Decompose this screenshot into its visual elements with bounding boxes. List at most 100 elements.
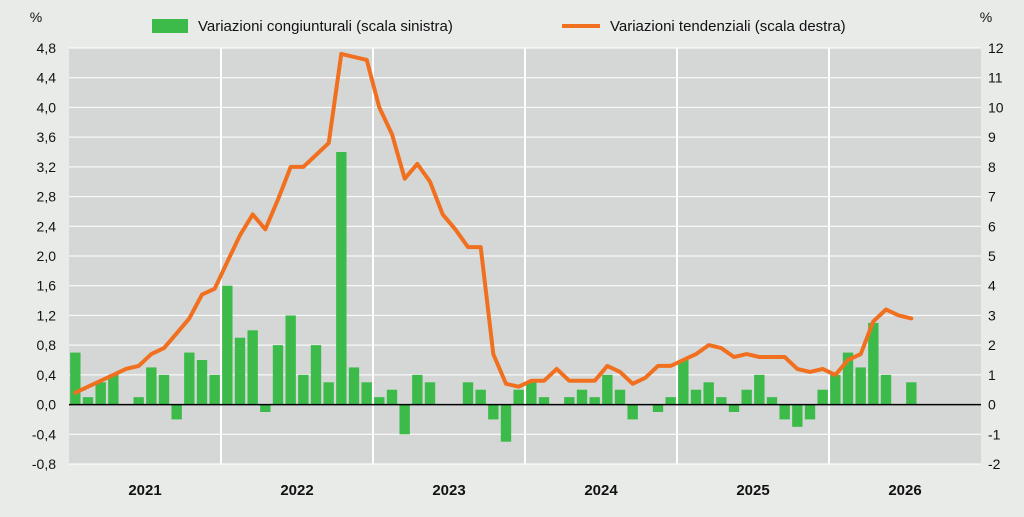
bar bbox=[272, 345, 284, 405]
left-tick-label: 2,0 bbox=[37, 248, 57, 264]
bar bbox=[538, 397, 550, 405]
bar bbox=[589, 397, 600, 405]
x-axis: 2021 2022 2023 2024 2025 2026 bbox=[128, 482, 921, 499]
right-tick-label: 8 bbox=[988, 159, 996, 175]
bar bbox=[196, 360, 208, 405]
right-tick-label: 5 bbox=[988, 248, 996, 264]
right-tick-label: 9 bbox=[988, 129, 996, 145]
left-tick-label: 2,8 bbox=[37, 189, 57, 205]
right-tick-label: 10 bbox=[988, 99, 1004, 115]
right-tick-label: 7 bbox=[988, 189, 996, 205]
bar bbox=[184, 352, 195, 405]
bar bbox=[108, 374, 119, 405]
legend-bar-label: Variazioni congiunturali (scala sinistra… bbox=[198, 18, 453, 35]
bar bbox=[842, 352, 854, 405]
bar bbox=[906, 382, 917, 405]
bar bbox=[678, 360, 689, 405]
year-label: 2025 bbox=[736, 482, 769, 499]
left-tick-label: 3,6 bbox=[37, 129, 57, 145]
bar bbox=[766, 397, 778, 405]
bar bbox=[475, 389, 486, 405]
left-axis-unit: % bbox=[30, 9, 42, 25]
left-axis: 4,8 4,4 4,0 3,6 3,2 2,8 2,4 2,0 1,6 1,2 0,8 0,4 0,0 -… bbox=[32, 40, 56, 472]
year-label: 2024 bbox=[584, 482, 618, 499]
bar bbox=[298, 374, 309, 405]
line-series bbox=[73, 51, 914, 395]
bar bbox=[652, 404, 664, 412]
bar bbox=[158, 374, 170, 405]
bar bbox=[171, 404, 182, 420]
bar bbox=[146, 367, 157, 405]
left-tick-label: 4,0 bbox=[37, 99, 57, 115]
right-tick-label: 6 bbox=[988, 218, 996, 234]
bar bbox=[310, 345, 322, 405]
bar bbox=[627, 404, 638, 420]
bar bbox=[868, 322, 879, 405]
bar-series bbox=[70, 152, 917, 442]
gridlines bbox=[69, 47, 981, 465]
left-tick-label: 0,0 bbox=[37, 397, 57, 413]
right-tick-label: 2 bbox=[988, 337, 996, 353]
year-label: 2022 bbox=[280, 482, 313, 499]
year-label: 2026 bbox=[888, 482, 921, 499]
bar bbox=[222, 285, 233, 405]
bar bbox=[792, 404, 803, 427]
legend: Variazioni congiunturali (scala sinistra… bbox=[152, 18, 846, 35]
year-label: 2023 bbox=[432, 482, 465, 499]
legend-bar-swatch bbox=[152, 19, 188, 33]
bar bbox=[488, 404, 499, 420]
left-tick-label: -0,8 bbox=[32, 456, 56, 472]
bar bbox=[285, 315, 296, 405]
left-tick-label: 1,2 bbox=[37, 307, 57, 323]
left-tick-label: 0,4 bbox=[37, 367, 57, 383]
bar bbox=[576, 389, 588, 405]
bar bbox=[412, 374, 423, 405]
bar bbox=[247, 330, 258, 405]
bar bbox=[817, 389, 828, 405]
left-tick-label: 4,4 bbox=[37, 70, 57, 86]
right-axis-unit: % bbox=[980, 9, 992, 25]
bar bbox=[855, 367, 866, 405]
bar bbox=[779, 404, 790, 420]
bar bbox=[665, 397, 676, 405]
legend-line-label: Variazioni tendenziali (scala destra) bbox=[610, 18, 846, 35]
bar bbox=[70, 352, 81, 405]
right-tick-label: 0 bbox=[988, 397, 996, 413]
left-tick-label: 3,2 bbox=[37, 159, 57, 175]
bar bbox=[602, 374, 613, 405]
bar bbox=[564, 397, 575, 405]
right-tick-label: 4 bbox=[988, 278, 996, 294]
left-tick-label: -0,4 bbox=[32, 426, 56, 442]
left-tick-label: 4,8 bbox=[37, 40, 57, 56]
left-tick-label: 2,4 bbox=[37, 218, 57, 234]
bar bbox=[526, 382, 537, 405]
bar bbox=[830, 374, 841, 405]
bar bbox=[741, 389, 752, 405]
bar bbox=[880, 374, 892, 405]
bar bbox=[260, 404, 271, 412]
bar bbox=[513, 389, 524, 405]
bar bbox=[462, 382, 474, 405]
right-tick-label: -1 bbox=[988, 426, 1001, 442]
bar bbox=[386, 389, 398, 405]
bar bbox=[424, 382, 436, 405]
right-tick-label: 11 bbox=[988, 70, 1003, 86]
bar bbox=[361, 382, 372, 405]
bar bbox=[336, 152, 347, 405]
series-line bbox=[73, 51, 914, 395]
right-tick-label: 12 bbox=[988, 40, 1004, 56]
right-tick-label: 3 bbox=[988, 307, 996, 323]
bar bbox=[209, 374, 220, 405]
bar bbox=[500, 404, 512, 442]
left-tick-label: 0,8 bbox=[37, 337, 57, 353]
bar bbox=[323, 382, 334, 405]
bar bbox=[614, 389, 626, 405]
right-tick-label: 1 bbox=[988, 367, 996, 383]
bar bbox=[754, 374, 765, 405]
bar bbox=[703, 382, 714, 405]
bar bbox=[95, 382, 106, 405]
bar bbox=[728, 404, 740, 412]
